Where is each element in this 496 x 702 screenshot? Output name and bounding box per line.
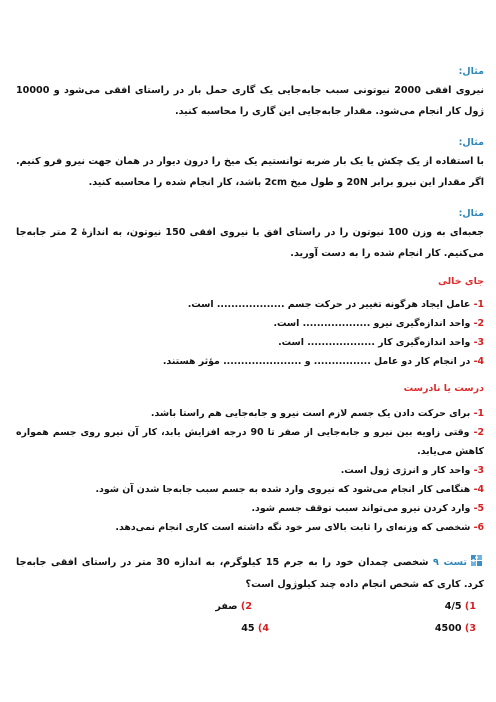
list-item: 4- هنگامی کار انجام می‌شود که نیروی وارد… <box>16 480 485 499</box>
item-text: هنگامی کار انجام می‌شود که نیروی وارد شد… <box>95 484 471 495</box>
list-item: 1- عامل ایجاد هرگونه تغییر در حرکت جسم .… <box>16 295 484 314</box>
list-item: 2- وقتی زاویه بین نیرو و جابه‌جایی از صف… <box>16 423 484 461</box>
item-text: عامل ایجاد هرگونه تغییر در حرکت جسم ....… <box>187 299 471 310</box>
example-2: مثال: با استفاده از یک چکش یا یک بار ضرب… <box>16 137 484 193</box>
list-item: 2- واحد اندازه‌گیری نیرو ...............… <box>16 314 484 333</box>
option-text: 4/5 <box>444 601 462 612</box>
option-text: 4500 <box>434 623 462 634</box>
example-text: جعبه‌ای به وزن 100 نیوتون را در راستای ا… <box>16 227 484 259</box>
option-number: 2) <box>240 601 252 612</box>
item-number: 1- <box>473 299 484 310</box>
item-number: 2- <box>473 318 484 329</box>
item-text: شخصی که وزنه‌ای را ثابت بالای سر خود نگه… <box>115 522 471 533</box>
item-text: وقتی زاویه بین نیرو و جابه‌جایی از صفر ت… <box>16 427 484 457</box>
example-label: مثال: <box>458 208 484 219</box>
example-3: مثال: جعبه‌ای به وزن 100 نیوتون را در را… <box>16 208 484 264</box>
item-text: واحد اندازه‌گیری کار ...................… <box>278 337 471 348</box>
fill-blank-section: جای خالی 1- عامل ایجاد هرگونه تغییر در ح… <box>16 276 484 371</box>
item-number: 4- <box>473 484 484 495</box>
test-question-text: شخصی چمدان خود را به جرم 15 کیلوگرم، به … <box>16 557 484 590</box>
item-number: 5- <box>473 503 484 514</box>
list-item: 5- وارد کردن نیرو می‌تواند سبب توقف جسم … <box>16 499 484 518</box>
example-1: مثال: نیروی افقی 2000 نیوتونی سبب جابه‌ج… <box>16 66 484 122</box>
true-false-section: درست یا نادرست 1- برای حرکت دادن یک جسم … <box>16 383 484 537</box>
item-text: وارد کردن نیرو می‌تواند سبب توقف جسم شود… <box>251 503 471 514</box>
option-number: 3) <box>464 623 476 634</box>
test-question: تست ۹ شخصی چمدان خود را به جرم 15 کیلوگر… <box>16 552 484 596</box>
list-item: 4- در انجام کار دو عامل ................… <box>16 352 484 371</box>
option-text: 45 <box>241 623 255 634</box>
item-number: 3- <box>473 337 484 348</box>
item-number: 6- <box>473 522 484 533</box>
option-number: 4) <box>257 623 269 634</box>
item-number: 2- <box>473 427 484 438</box>
example-label: مثال: <box>458 137 484 148</box>
test-label: تست ۹ <box>433 557 467 568</box>
option-1[interactable]: 1) 4/5 <box>445 601 476 612</box>
item-number: 3- <box>473 465 484 476</box>
item-number: 1- <box>473 408 484 419</box>
option-3[interactable]: 3) 4500 <box>435 623 476 634</box>
item-text: واحد کار و انرژی ژول است. <box>340 465 471 476</box>
puzzle-icon <box>470 554 484 568</box>
item-text: برای حرکت دادن یک جسم لازم است نیرو و جا… <box>150 408 471 419</box>
option-number: 1) <box>464 601 476 612</box>
test-text: تست ۹ شخصی چمدان خود را به جرم 15 کیلوگر… <box>16 552 484 596</box>
example-text: با استفاده از یک چکش یا یک بار ضربه توان… <box>16 156 484 188</box>
item-text: در انجام کار دو عامل ................ و … <box>162 356 471 367</box>
list-item: 3- واحد اندازه‌گیری کار ................… <box>16 333 484 352</box>
option-text: صفر <box>215 601 238 612</box>
item-text: واحد اندازه‌گیری نیرو ..................… <box>273 318 471 329</box>
section-title: درست یا نادرست <box>403 383 484 394</box>
example-text: نیروی افقی 2000 نیوتونی سبب جابه‌جایی یک… <box>16 85 484 117</box>
list-item: 1- برای حرکت دادن یک جسم لازم است نیرو و… <box>16 404 484 423</box>
list-item: 6- شخصی که وزنه‌ای را ثابت بالای سر خود … <box>16 518 484 537</box>
option-2[interactable]: 2) صفر <box>215 601 252 612</box>
section-title: جای خالی <box>437 276 484 287</box>
option-4[interactable]: 4) 45 <box>241 623 269 634</box>
example-label: مثال: <box>458 66 484 77</box>
item-number: 4- <box>473 356 484 367</box>
list-item: 3- واحد کار و انرژی ژول است. <box>16 461 484 480</box>
